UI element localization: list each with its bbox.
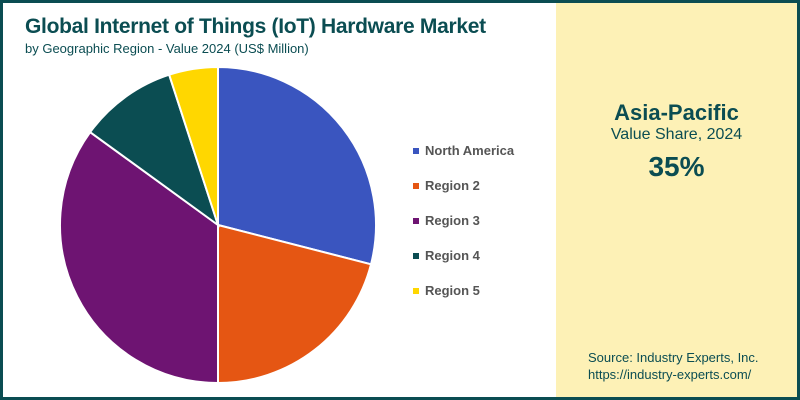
source: Source: Industry Experts, Inc. https://i… [588,349,759,383]
legend-item: North America [413,133,514,168]
pie-slice-region-3 [59,130,219,385]
legend-label: North America [425,143,515,158]
pie-chart [59,65,377,385]
legend-swatch [413,182,419,189]
legend-label: Region 5 [425,283,480,298]
legend-item: Region 2 [413,168,514,203]
source-name: Source: Industry Experts, Inc. [588,350,759,365]
legend-swatch [413,252,419,259]
pie-slice-region-2 [217,223,373,385]
pie-slice-north-america [217,65,377,266]
legend: North America Region 2 Region 3 Region 4 Reg… [413,133,514,308]
highlight-panel: Asia-Pacific Value Share, 2024 35% Sourc… [556,3,797,397]
pie-slice-region-4 [88,73,220,228]
legend-swatch [413,217,419,224]
highlight-region: Asia-Pacific [614,100,739,125]
legend-item: Region 5 [413,273,514,308]
legend-swatch [413,147,419,154]
legend-item: Region 4 [413,238,514,273]
legend-item: Region 3 [413,203,514,238]
legend-label: Region 2 [425,178,480,193]
highlight-value: 35% [648,151,705,182]
pie-slice-region-5 [167,65,219,226]
chart-subtitle: by Geographic Region - Value 2024 (US$ M… [25,41,309,56]
legend-swatch [413,287,419,294]
legend-label: Region 4 [425,248,480,263]
highlight-label: Value Share, 2024 [610,126,743,143]
legend-label: Region 3 [425,213,480,228]
chart-title: Global Internet of Things (IoT) Hardware… [25,15,486,38]
source-url[interactable]: https://industry-experts.com/ [588,367,752,382]
